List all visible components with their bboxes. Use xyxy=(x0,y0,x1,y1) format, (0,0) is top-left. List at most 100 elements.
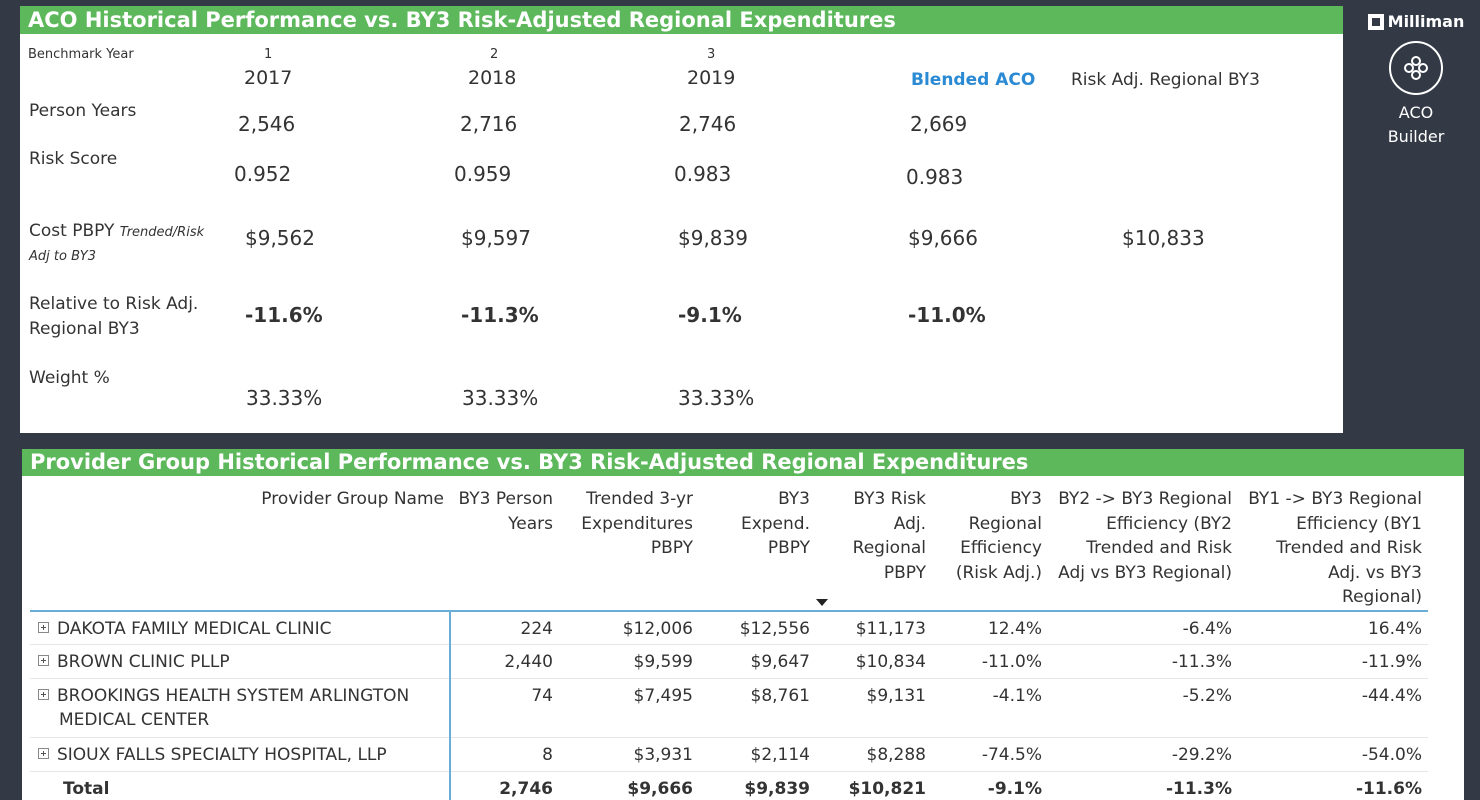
milliman-brand-text: Milliman xyxy=(1387,12,1465,31)
provider-name: BROWN CLINIC PLLP xyxy=(57,652,230,672)
relative-label-line2: Regional BY3 xyxy=(29,319,140,339)
total-cell: $9,666 xyxy=(627,779,693,799)
cost-pbpy-note-line2: Adj to BY3 xyxy=(29,249,96,264)
cost-pbpy-note: Trended/Risk xyxy=(119,225,205,240)
cost-pbpy-blended: $9,666 xyxy=(908,226,978,250)
table-row: SIOUX FALLS SPECIALTY HOSPITAL, LLP 8 $3… xyxy=(30,737,1428,772)
header-by3-expend-pbpy[interactable]: BY3 Expend. PBPY xyxy=(699,487,816,611)
header-provider-group-name[interactable]: Provider Group Name xyxy=(30,487,450,611)
provider-group-title: Provider Group Historical Performance vs… xyxy=(22,449,1464,476)
provider-name: DAKOTA FAMILY MEDICAL CLINIC xyxy=(57,618,332,639)
total-label: Total xyxy=(30,771,451,800)
header-line: Adj. vs BY3 Regional) xyxy=(1328,562,1422,608)
year-2017: 2017 xyxy=(244,67,293,89)
relative-2017: -11.6% xyxy=(245,303,323,327)
cost-pbpy-2018: $9,597 xyxy=(461,226,531,250)
person-years-2018: 2,716 xyxy=(460,112,518,136)
table-cell: -11.3% xyxy=(1048,644,1238,679)
header-line: Expenditures xyxy=(581,513,693,534)
year-2018: 2018 xyxy=(468,67,517,89)
blended-aco-header: Blended ACO xyxy=(911,70,1036,90)
table-cell: $10,834 xyxy=(816,644,932,679)
milliman-aco-builder-logo[interactable]: Milliman ACO Builder xyxy=(1360,10,1472,150)
total-cell: -9.1% xyxy=(987,779,1042,799)
table-cell: $12,556 xyxy=(699,610,816,645)
risk-score-label: Risk Score xyxy=(29,149,118,169)
provider-name-line2: MEDICAL CENTER xyxy=(59,710,210,730)
table-cell: 2,440 xyxy=(450,644,559,679)
table-cell: -5.2% xyxy=(1048,678,1238,738)
table-cell: 8 xyxy=(450,737,559,772)
person-years-blended: 2,669 xyxy=(910,112,968,136)
header-line: BY1 -> BY3 Regional xyxy=(1248,489,1422,509)
header-by3-risk-adj-regional[interactable]: BY3 Risk Adj. Regional PBPY xyxy=(816,487,932,611)
milliman-brand: Milliman xyxy=(1360,12,1472,31)
risk-adj-regional-header: Risk Adj. Regional BY3 xyxy=(1071,70,1260,90)
cost-pbpy-2019: $9,839 xyxy=(678,226,748,250)
expand-plus-icon[interactable] xyxy=(38,621,49,633)
header-line: BY3 Risk xyxy=(853,489,926,509)
header-by3-person-years[interactable]: BY3 Person Years xyxy=(450,487,559,611)
aco-performance-panel: ACO Historical Performance vs. BY3 Risk-… xyxy=(20,6,1343,433)
header-line: Adj vs BY3 Regional) xyxy=(1058,562,1232,583)
expand-plus-icon[interactable] xyxy=(38,748,49,759)
table-cell: 12.4% xyxy=(932,610,1048,645)
provider-name: SIOUX FALLS SPECIALTY HOSPITAL, LLP xyxy=(57,745,387,765)
table-cell: 74 xyxy=(450,678,559,738)
provider-name-cell: SIOUX FALLS SPECIALTY HOSPITAL, LLP xyxy=(30,737,451,772)
cost-pbpy-2017: $9,562 xyxy=(245,226,315,250)
table-row: BROWN CLINIC PLLP 2,440 $9,599 $9,647 $1… xyxy=(30,644,1428,679)
header-line: BY2 -> BY3 Regional xyxy=(1058,489,1232,509)
header-line: Efficiency (BY2 xyxy=(1106,513,1232,534)
table-cell: -4.1% xyxy=(932,678,1048,738)
header-by1-by3-efficiency[interactable]: BY1 -> BY3 Regional Efficiency (BY1 Tren… xyxy=(1238,487,1428,611)
total-cell: -11.6% xyxy=(1355,779,1422,799)
relative-blended: -11.0% xyxy=(908,303,986,327)
risk-score-2018: 0.959 xyxy=(454,162,512,186)
benchmark-year-1: 1 xyxy=(264,47,273,62)
milliman-logo-icon xyxy=(1367,13,1384,30)
sort-descending-icon[interactable] xyxy=(816,598,828,606)
table-cell: -54.0% xyxy=(1238,737,1428,772)
header-by3-regional-efficiency[interactable]: BY3 Regional Efficiency (Risk Adj.) xyxy=(932,487,1048,611)
weight-2017: 33.33% xyxy=(246,386,323,410)
total-cell: $9,839 xyxy=(744,779,810,799)
table-cell: -11.0% xyxy=(932,644,1048,679)
relative-2019: -9.1% xyxy=(678,303,742,327)
expand-plus-icon[interactable] xyxy=(38,655,49,666)
provider-name: BROOKINGS HEALTH SYSTEM ARLINGTON xyxy=(57,686,410,706)
header-line: Trended 3-yr xyxy=(586,489,693,509)
table-cell: 16.4% xyxy=(1238,610,1428,645)
person-years-2017: 2,546 xyxy=(238,112,296,136)
header-line: Regional xyxy=(852,538,926,558)
weight-label: Weight % xyxy=(29,368,110,388)
provider-name-cell: DAKOTA FAMILY MEDICAL CLINIC xyxy=(30,610,451,645)
weight-2019: 33.33% xyxy=(678,386,755,410)
table-row: DAKOTA FAMILY MEDICAL CLINIC 224 $12,006… xyxy=(30,610,1428,645)
header-by2-by3-efficiency[interactable]: BY2 -> BY3 Regional Efficiency (BY2 Tren… xyxy=(1048,487,1238,611)
header-trended-expenditures[interactable]: Trended 3-yr Expenditures PBPY xyxy=(559,487,699,611)
header-line: Years xyxy=(508,513,553,534)
table-cell: $7,495 xyxy=(559,678,699,738)
table-cell: $12,006 xyxy=(559,610,699,645)
provider-group-panel: Provider Group Historical Performance vs… xyxy=(22,449,1464,800)
table-cell: -11.9% xyxy=(1238,644,1428,679)
benchmark-year-label: Benchmark Year xyxy=(28,47,134,62)
cost-pbpy-label: Cost PBPY Trended/Risk xyxy=(29,221,205,241)
header-line: PBPY xyxy=(650,538,693,558)
total-cell: -11.3% xyxy=(1165,779,1232,799)
molecule-cycle-icon xyxy=(1389,41,1443,95)
header-line: BY3 Expend. xyxy=(740,489,810,534)
table-cell: $3,931 xyxy=(559,737,699,772)
table-cell: -44.4% xyxy=(1238,678,1428,738)
expand-plus-icon[interactable] xyxy=(38,689,49,700)
header-line: PBPY xyxy=(767,538,810,558)
header-line: Regional xyxy=(968,513,1042,534)
total-cell: 2,746 xyxy=(499,779,553,799)
header-line: Adj. xyxy=(893,513,926,534)
provider-name-cell: BROOKINGS HEALTH SYSTEM ARLINGTON MEDICAL… xyxy=(30,678,451,738)
table-cell: $8,288 xyxy=(816,737,932,772)
app-name-line1: ACO xyxy=(1398,103,1434,122)
provider-name-cell: BROWN CLINIC PLLP xyxy=(30,644,451,679)
header-line: Efficiency xyxy=(960,538,1042,558)
